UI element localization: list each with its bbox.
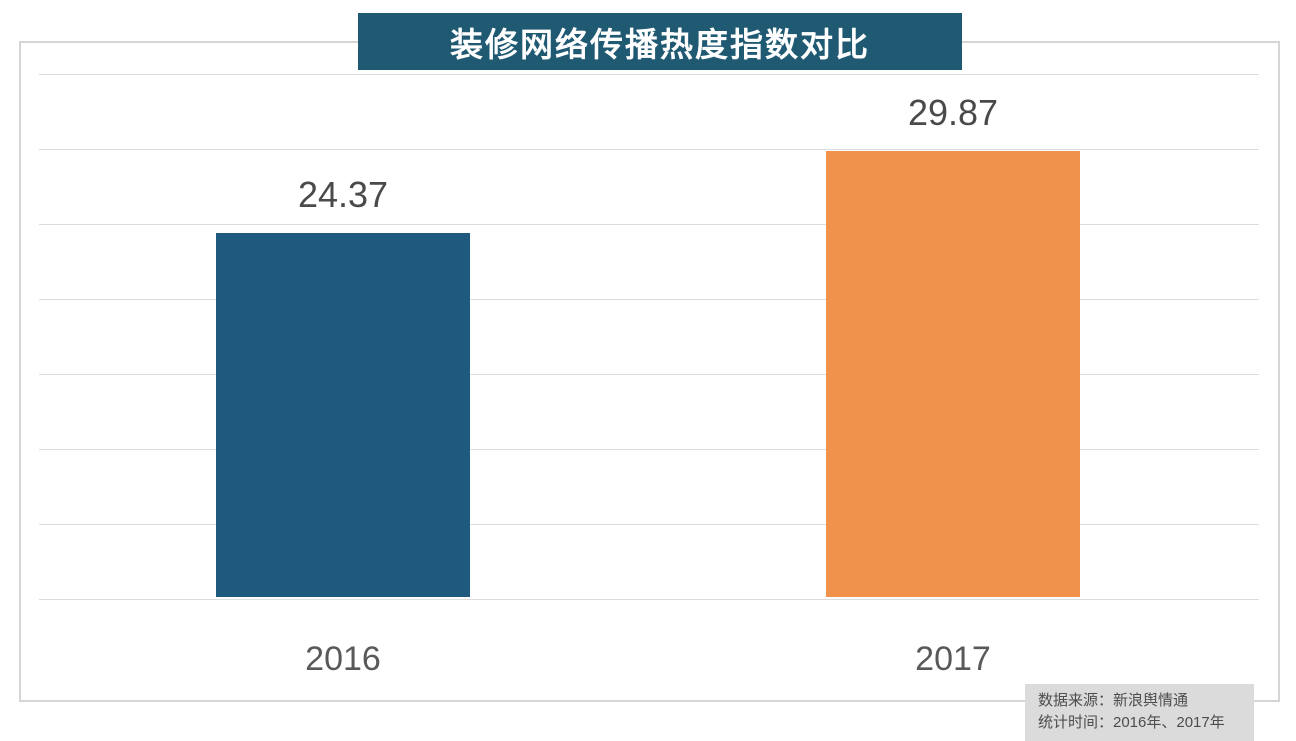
- gridline-0: [39, 599, 1259, 600]
- value-label-2016: 24.37: [297, 174, 389, 215]
- value-label-2017: 29.87: [907, 92, 999, 133]
- gridline-15: [39, 374, 1259, 375]
- category-label-2017: 2017: [915, 640, 991, 678]
- bar-2017: [826, 151, 1080, 597]
- gridline-5: [39, 524, 1259, 525]
- source-note-line1: 数据来源：新浪舆情通: [1038, 692, 1189, 709]
- chart-frame: [19, 41, 1280, 702]
- bar-2016: [216, 233, 470, 597]
- source-note: 数据来源：新浪舆情通 统计时间：2016年、2017年: [1025, 684, 1254, 741]
- chart-title: 装修网络传播热度指数对比: [450, 25, 870, 63]
- source-note-line2: 统计时间：2016年、2017年: [1038, 714, 1225, 731]
- gridline-30: [39, 149, 1259, 150]
- gridline-20: [39, 299, 1259, 300]
- gridline-25: [39, 224, 1259, 225]
- gridline-35: [39, 74, 1259, 75]
- gridline-10: [39, 449, 1259, 450]
- chart-title-banner: 装修网络传播热度指数对比: [358, 13, 962, 70]
- category-label-2016: 2016: [305, 640, 381, 678]
